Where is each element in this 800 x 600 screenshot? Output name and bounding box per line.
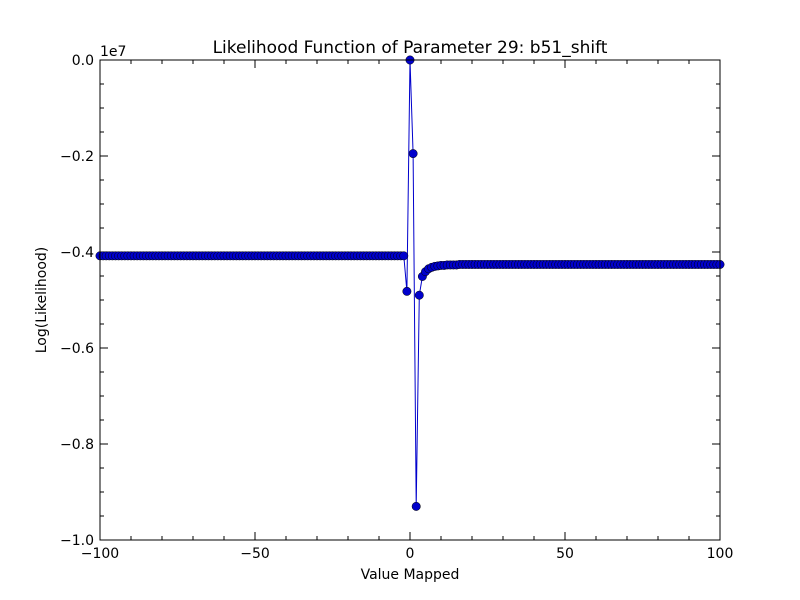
data-point <box>408 149 418 159</box>
x-tick-label: −50 <box>240 546 270 562</box>
x-tick-label: 0 <box>406 546 415 562</box>
x-tick-label: 100 <box>707 546 734 562</box>
y-tick-label: 0.0 <box>72 53 94 69</box>
series-group <box>95 55 725 511</box>
y-tick-label: −1.0 <box>60 533 94 549</box>
data-point <box>399 251 409 261</box>
x-tick-label: 50 <box>556 546 574 562</box>
series-clip-group <box>95 55 725 511</box>
chart-title: Likelihood Function of Parameter 29: b51… <box>213 38 608 58</box>
y-tick-label: −0.8 <box>60 437 94 453</box>
data-point <box>402 286 412 296</box>
x-tick-label: −100 <box>81 546 119 562</box>
axes-frame <box>99 59 721 541</box>
data-point <box>414 290 424 300</box>
y-tick-label: −0.6 <box>60 341 94 357</box>
y-tick-label: −0.2 <box>60 149 94 165</box>
y-axis-label: Log(Likelihood) <box>34 247 50 354</box>
axis-ticks: −100 −50 0 50 100 0.0 −0.2 −0.4 −0.6 −0.8 −1.0 <box>60 53 733 562</box>
y-offset-label: 1e7 <box>100 44 126 60</box>
y-tick-label: −0.4 <box>60 245 94 261</box>
x-axis-label: Value Mapped <box>361 567 460 583</box>
data-point <box>411 501 421 511</box>
